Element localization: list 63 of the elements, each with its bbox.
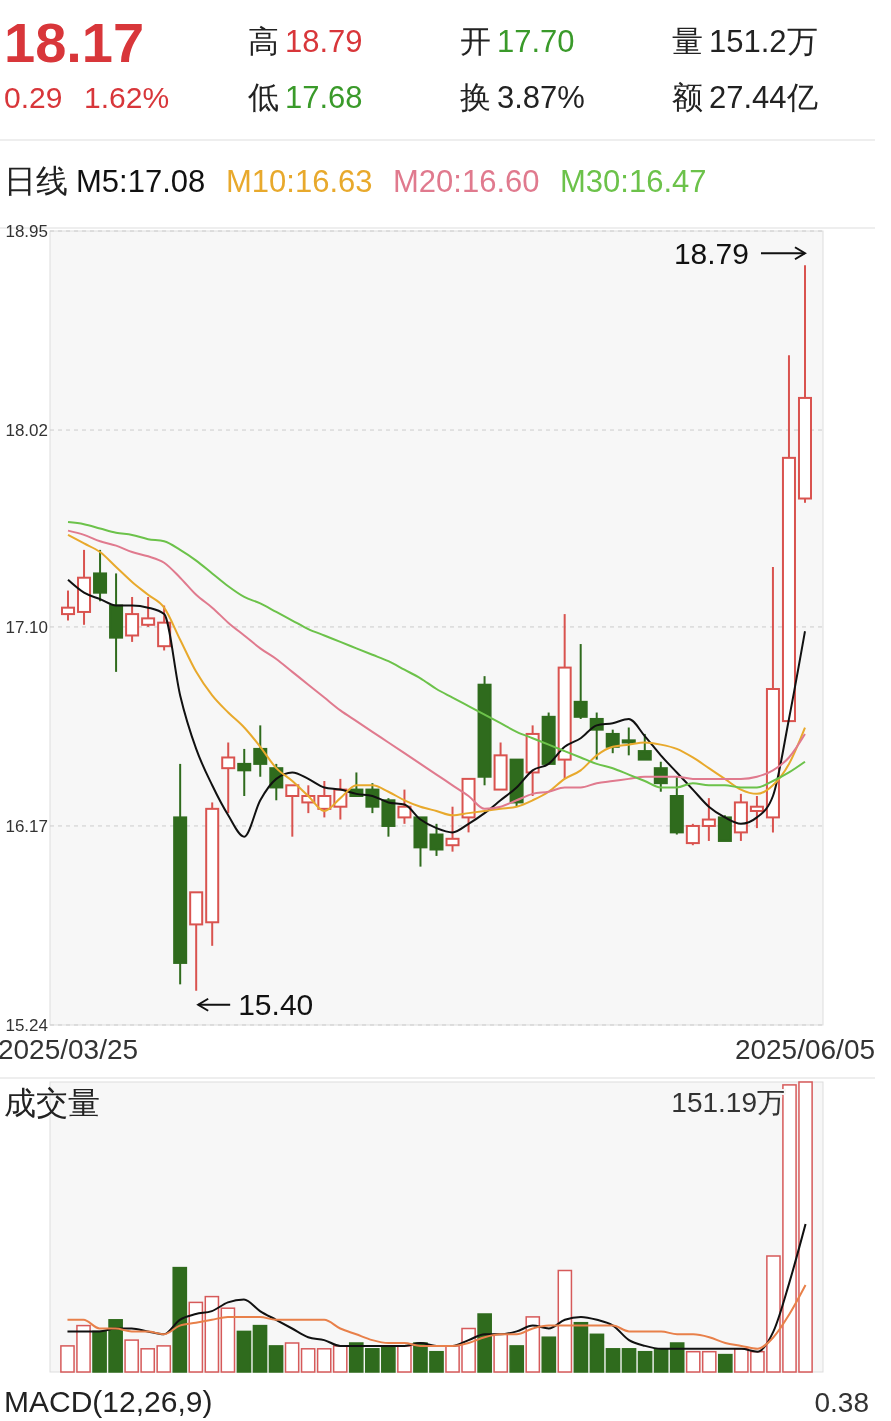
annotation: 18.79 xyxy=(673,236,749,270)
text: 低 17.68 xyxy=(248,80,363,115)
text: 0.29 xyxy=(4,81,63,114)
candlestick xyxy=(749,795,764,830)
x-tick-label: 2025/06/05 xyxy=(734,1034,876,1065)
candlestick xyxy=(685,822,700,847)
bar xyxy=(605,1348,621,1373)
bar xyxy=(589,1333,605,1373)
bar xyxy=(717,1353,733,1373)
text: 量 151.2万 xyxy=(672,24,818,59)
y-tick-label: 16.17 xyxy=(5,816,48,836)
chart-title: 日线 xyxy=(4,163,68,199)
text: M10:16.63 xyxy=(226,164,373,199)
x-tick-label: 2025/03/25 xyxy=(0,1034,139,1065)
bar xyxy=(172,1266,188,1373)
text: 0.38 xyxy=(814,1387,869,1418)
text: 18.17 xyxy=(4,11,145,74)
candlestick xyxy=(445,805,460,853)
line-series xyxy=(67,578,806,838)
candlestick xyxy=(429,822,444,857)
annotation: 15.40 xyxy=(238,988,314,1022)
y-tick-label: 18.02 xyxy=(5,420,48,440)
candlestick xyxy=(141,595,156,628)
bar xyxy=(621,1348,637,1373)
bar xyxy=(477,1313,492,1373)
bar xyxy=(653,1348,669,1373)
bar xyxy=(236,1330,252,1373)
text: M5:17.08 xyxy=(76,164,206,199)
text: M30:16.47 xyxy=(560,164,707,199)
text: MACD(12,26,9) xyxy=(4,1385,213,1418)
candlestick xyxy=(605,728,620,755)
candlestick xyxy=(317,780,332,819)
text: 高 18.79 xyxy=(248,24,363,59)
candlestick xyxy=(573,643,588,720)
bar xyxy=(509,1345,525,1373)
text: 开 17.70 xyxy=(460,24,575,59)
bar xyxy=(637,1350,653,1373)
candlestick xyxy=(397,788,412,825)
candlestick xyxy=(285,784,300,838)
candlestick xyxy=(61,589,76,622)
text: 额 27.44亿 xyxy=(672,80,818,115)
text: 1.62% xyxy=(84,81,170,114)
candlestick xyxy=(365,782,380,815)
candlestick xyxy=(253,724,268,778)
candlestick xyxy=(125,595,140,643)
bar xyxy=(669,1342,685,1373)
y-tick-label: 18.95 xyxy=(5,221,48,241)
bar xyxy=(252,1324,268,1373)
y-tick-label: 17.10 xyxy=(5,617,48,637)
y-tick-label: 15.24 xyxy=(5,1015,48,1035)
bar xyxy=(268,1345,284,1373)
text: 换 3.87% xyxy=(460,80,585,115)
candlestick xyxy=(221,741,236,815)
candlestick xyxy=(621,726,636,757)
candlestick xyxy=(717,814,732,842)
candlestick xyxy=(701,797,716,842)
candlestick xyxy=(637,732,652,761)
chart-title: 成交量 xyxy=(4,1085,100,1121)
bar xyxy=(573,1321,589,1373)
candlestick xyxy=(93,548,108,603)
bar xyxy=(541,1336,557,1373)
text: M20:16.60 xyxy=(393,164,540,199)
candlestick xyxy=(237,747,252,797)
